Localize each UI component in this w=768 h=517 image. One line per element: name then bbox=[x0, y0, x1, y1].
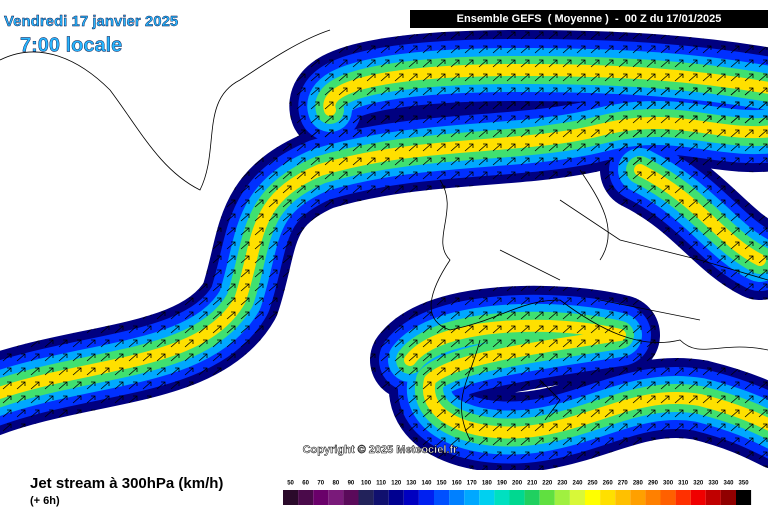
header-bar bbox=[410, 10, 768, 28]
legend-label: 270 bbox=[618, 481, 629, 487]
legend-label: 250 bbox=[588, 481, 599, 487]
copyright: Copyright © 2025 Meteociel.fr bbox=[303, 444, 459, 456]
jet-band bbox=[370, 285, 768, 473]
legend-swatch bbox=[449, 490, 465, 505]
legend-swatch bbox=[434, 490, 450, 505]
legend-swatch bbox=[615, 490, 631, 505]
legend-label: 200 bbox=[512, 481, 523, 487]
footer-title: Jet stream à 300hPa (km/h) bbox=[30, 475, 223, 492]
legend-label: 320 bbox=[693, 481, 704, 487]
legend-label: 260 bbox=[603, 481, 614, 487]
legend-swatch bbox=[343, 490, 359, 505]
legend-swatch bbox=[403, 490, 419, 505]
legend: 50 60 70 80 90 100 110 120 130 140 150 160 170 180 190… bbox=[283, 481, 752, 505]
legend-swatch bbox=[600, 490, 616, 505]
legend-label: 290 bbox=[648, 481, 659, 487]
legend-label: 330 bbox=[708, 481, 719, 487]
legend-label: 110 bbox=[376, 481, 386, 487]
legend-swatch bbox=[509, 490, 525, 505]
legend-swatch bbox=[373, 490, 389, 505]
legend-swatch bbox=[298, 490, 314, 505]
legend-swatch bbox=[660, 490, 676, 505]
legend-label: 170 bbox=[467, 481, 478, 487]
legend-label: 100 bbox=[361, 481, 372, 487]
legend-swatch bbox=[585, 490, 601, 505]
legend-swatch bbox=[358, 490, 374, 505]
legend-swatch bbox=[313, 490, 329, 505]
legend-swatch bbox=[736, 490, 752, 505]
legend-label: 120 bbox=[391, 481, 402, 487]
legend-swatch bbox=[328, 490, 344, 505]
model-label: Ensemble GEFS ( Moyenne ) - 00 Z du 17/0… bbox=[457, 13, 722, 25]
legend-label: 340 bbox=[723, 481, 734, 487]
legend-label: 80 bbox=[333, 481, 340, 487]
legend-swatch bbox=[479, 490, 495, 505]
legend-label: 180 bbox=[482, 481, 493, 487]
legend-swatch bbox=[388, 490, 404, 505]
jet-band bbox=[289, 30, 768, 150]
legend-swatch bbox=[630, 490, 646, 505]
legend-swatch bbox=[464, 490, 480, 505]
legend-label: 50 bbox=[287, 481, 294, 487]
legend-swatch bbox=[494, 490, 510, 505]
legend-label: 150 bbox=[437, 481, 448, 487]
legend-swatch bbox=[705, 490, 721, 505]
footer-lead: (+ 6h) bbox=[30, 495, 60, 507]
legend-label: 230 bbox=[557, 481, 568, 487]
legend-label: 140 bbox=[421, 481, 432, 487]
legend-label: 240 bbox=[572, 481, 583, 487]
jet-band bbox=[600, 130, 768, 300]
legend-swatch bbox=[645, 490, 661, 505]
legend-label: 350 bbox=[739, 481, 750, 487]
coastlines bbox=[0, 29, 768, 441]
legend-label: 280 bbox=[633, 481, 644, 487]
time-label: 7:00 locale bbox=[20, 34, 122, 56]
jet-field bbox=[0, 30, 768, 473]
legend-label: 160 bbox=[452, 481, 463, 487]
legend-label: 300 bbox=[663, 481, 674, 487]
legend-swatch bbox=[524, 490, 540, 505]
legend-swatch bbox=[418, 490, 434, 505]
legend-label: 90 bbox=[348, 481, 355, 487]
legend-label: 220 bbox=[542, 481, 553, 487]
jet-band bbox=[0, 83, 768, 436]
legend-swatch bbox=[675, 490, 691, 505]
legend-swatch bbox=[539, 490, 555, 505]
legend-label: 70 bbox=[317, 481, 324, 487]
legend-label: 130 bbox=[406, 481, 417, 487]
legend-label: 210 bbox=[527, 481, 538, 487]
date-label: Vendredi 17 janvier 2025 bbox=[4, 13, 178, 30]
legend-swatch bbox=[569, 490, 585, 505]
legend-label: 190 bbox=[497, 481, 508, 487]
legend-swatch bbox=[283, 490, 299, 505]
legend-swatch bbox=[690, 490, 706, 505]
legend-swatch bbox=[554, 490, 570, 505]
legend-label: 310 bbox=[678, 481, 689, 487]
legend-label: 60 bbox=[302, 481, 309, 487]
legend-swatch bbox=[720, 490, 736, 505]
